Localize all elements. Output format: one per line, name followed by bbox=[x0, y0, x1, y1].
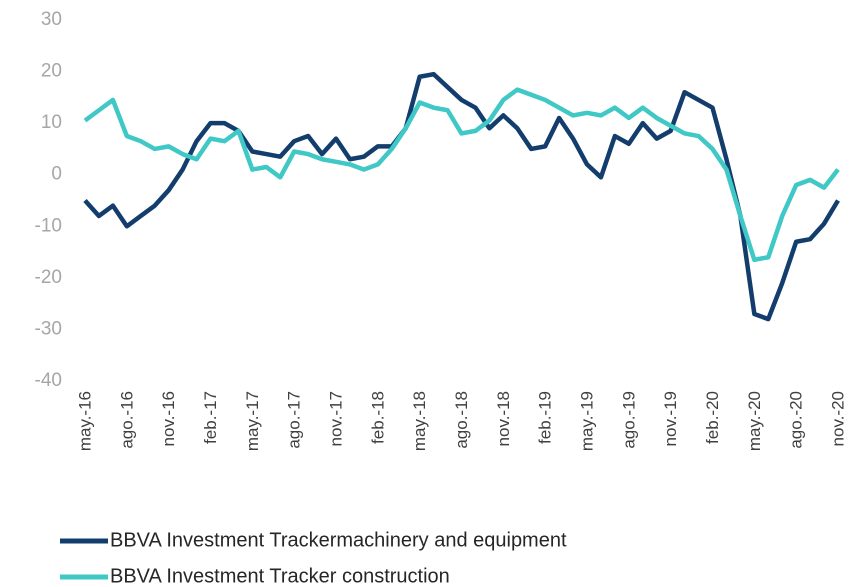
x-tick-label: may.-18 bbox=[410, 391, 429, 451]
series-line bbox=[83, 87, 840, 263]
legend-label: BBVA Investment Tracker construction bbox=[110, 565, 450, 587]
x-tick-label: ago.-16 bbox=[117, 391, 136, 449]
x-tick-label: may.-19 bbox=[577, 391, 596, 451]
y-tick-label: 10 bbox=[41, 112, 62, 133]
x-tick-label: nov.-18 bbox=[494, 391, 513, 446]
y-tick-label: -40 bbox=[35, 370, 62, 391]
x-tick-label: ago.-18 bbox=[452, 391, 471, 449]
y-tick-label: -20 bbox=[35, 267, 62, 288]
y-tick-label: 20 bbox=[41, 61, 62, 82]
x-tick-label: ago.-20 bbox=[787, 391, 806, 449]
x-tick-label: ago.-17 bbox=[285, 391, 304, 449]
x-tick-label: feb.-18 bbox=[368, 391, 387, 444]
x-tick-label: nov.-16 bbox=[159, 391, 178, 446]
x-tick-label: may.-17 bbox=[243, 391, 262, 451]
series-line bbox=[83, 71, 840, 322]
legend-label: BBVA Investment Trackermachinery and equ… bbox=[110, 529, 567, 551]
x-tick-label: feb.-17 bbox=[201, 391, 220, 444]
x-tick-label: nov.-20 bbox=[828, 391, 847, 446]
x-tick-label: feb.-20 bbox=[703, 391, 722, 444]
x-tick-label: feb.-19 bbox=[536, 391, 555, 444]
x-tick-label: may.-20 bbox=[745, 391, 764, 451]
y-tick-label: 0 bbox=[51, 164, 62, 185]
y-tick-label: -30 bbox=[35, 318, 62, 339]
x-tick-label: nov.-17 bbox=[326, 391, 345, 446]
x-tick-label: nov.-19 bbox=[661, 391, 680, 446]
y-tick-label: 30 bbox=[41, 9, 62, 30]
x-tick-label: ago.-19 bbox=[619, 391, 638, 449]
x-tick-label: may.-16 bbox=[75, 391, 94, 451]
y-tick-label: -10 bbox=[35, 215, 62, 236]
